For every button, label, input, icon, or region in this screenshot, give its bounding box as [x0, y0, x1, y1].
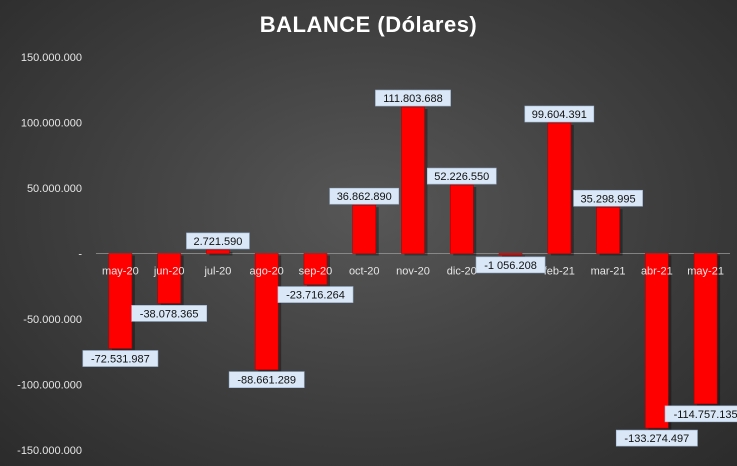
data-label: 2.721.590	[193, 236, 242, 248]
data-label-box	[524, 105, 595, 123]
x-tick-label: ago-20	[250, 266, 284, 278]
x-axis-labels: may-20 jun-20 jul-20 ago-20 sep-20 oct-20 nov-…	[102, 266, 724, 278]
y-tick-label: -100.000.000	[17, 380, 82, 392]
data-label: -23.716.264	[286, 290, 345, 302]
bar	[596, 206, 620, 254]
data-label: 111.803.688	[383, 93, 443, 105]
y-tick-label: -	[78, 249, 82, 261]
data-label: 35.298.995	[581, 193, 636, 205]
bar	[108, 253, 133, 349]
data-label-box	[228, 371, 305, 388]
data-label-box	[426, 167, 497, 185]
data-label-box	[329, 187, 400, 205]
x-tick-label: dic-20	[447, 266, 477, 278]
data-label-box	[82, 350, 159, 367]
x-tick-label: feb-21	[544, 266, 575, 278]
x-tick-label: may-21	[687, 266, 724, 278]
bar	[645, 253, 669, 429]
y-tick-label: -50.000.000	[23, 314, 82, 326]
y-tick-label: 100.000.000	[21, 118, 82, 130]
y-tick-label: 50.000.000	[27, 183, 82, 195]
data-label-box	[131, 305, 208, 322]
x-tick-label: sep-20	[299, 266, 333, 278]
data-label: -38.078.365	[140, 308, 199, 320]
data-label: -1 056.208	[484, 260, 537, 272]
data-label-box	[277, 286, 354, 303]
x-tick-label: nov-20	[396, 266, 430, 278]
x-tick-label: jun-20	[153, 266, 185, 278]
y-tick-label: -150.000.000	[17, 445, 82, 457]
data-label: -88.661.289	[237, 375, 296, 387]
bar	[352, 204, 377, 254]
x-tick-label: jul-20	[203, 266, 231, 278]
x-tick-label: mar-21	[591, 266, 626, 278]
chart-title: BALANCE (Dólares)	[259, 12, 478, 37]
data-label-box	[615, 429, 698, 447]
data-label-box	[375, 89, 451, 107]
data-label-box	[573, 189, 643, 207]
bar	[547, 122, 572, 254]
bar	[157, 253, 181, 304]
data-label: -133.274.497	[624, 433, 689, 445]
data-label: -72.531.987	[91, 354, 150, 366]
bar-shadow	[502, 255, 526, 257]
y-axis: 150.000.000 100.000.000 50.000.000 - -50.000…	[17, 52, 82, 457]
bar	[303, 253, 328, 285]
bar	[693, 253, 718, 405]
x-tick-label: oct-20	[349, 266, 380, 278]
bars	[108, 106, 721, 431]
bar	[254, 253, 279, 370]
data-label-box	[664, 405, 737, 423]
data-label-box	[475, 256, 546, 274]
bar	[449, 184, 474, 254]
bar	[498, 253, 523, 256]
y-tick-label: 150.000.000	[21, 52, 82, 64]
bar	[401, 106, 425, 254]
data-label: 99.604.391	[532, 109, 587, 121]
data-labels: -72.531.987 -38.078.365 2.721.590 -88.661.2…	[82, 89, 737, 447]
data-label: -114.757.135	[674, 409, 737, 421]
data-label-box	[186, 232, 250, 250]
x-tick-label: may-20	[102, 266, 139, 278]
bar	[206, 249, 230, 254]
data-label: 36.862.890	[337, 191, 392, 203]
data-label: 52.226.550	[434, 171, 489, 183]
x-tick-label: abr-21	[641, 266, 673, 278]
